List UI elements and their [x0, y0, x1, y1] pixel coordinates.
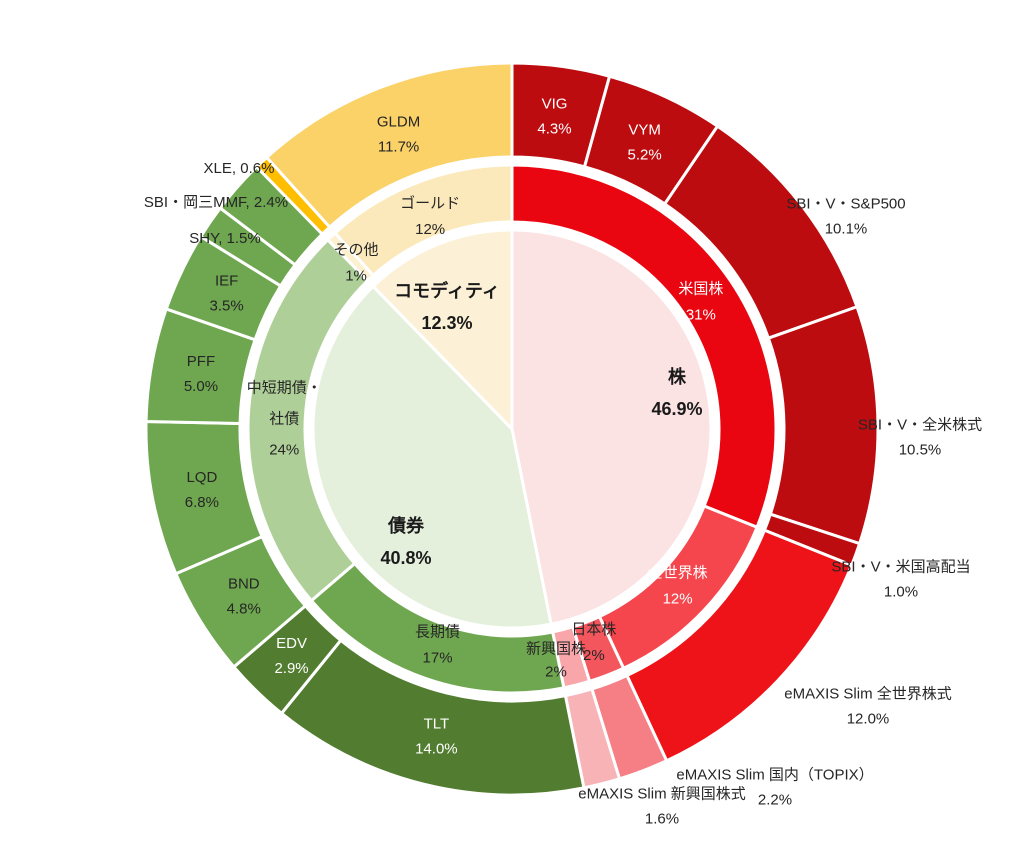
- svg-text:ゴールド: ゴールド: [400, 194, 460, 212]
- label-xle: XLE, 0.6%: [204, 160, 275, 177]
- label-us_stock: 米国株 31%: [678, 280, 723, 323]
- label-pff: PFF 5.0%: [184, 353, 218, 395]
- svg-text:10.5%: 10.5%: [899, 442, 942, 459]
- svg-text:31%: 31%: [686, 306, 716, 323]
- svg-text:全世界株: 全世界株: [648, 564, 708, 582]
- label-ief: IEF 3.5%: [210, 273, 244, 315]
- svg-text:VIG: VIG: [542, 95, 568, 112]
- label-em_topix: eMAXIS Slim 国内（TOPIX） 2.2%: [676, 767, 873, 809]
- svg-text:4.3%: 4.3%: [537, 120, 571, 137]
- label-saiken: 債券 40.8%: [380, 515, 431, 568]
- svg-text:12%: 12%: [663, 591, 693, 608]
- svg-text:14.0%: 14.0%: [415, 740, 458, 757]
- label-mmf: SBI・岡三MMF, 2.4%: [144, 194, 288, 211]
- label-long_bond: 長期債 17%: [415, 623, 460, 666]
- svg-text:eMAXIS Slim 全世界株式: eMAXIS Slim 全世界株式: [784, 685, 952, 703]
- wedge-gldm: [264, 61, 514, 230]
- svg-text:10.1%: 10.1%: [825, 221, 868, 238]
- svg-text:4.8%: 4.8%: [227, 601, 261, 618]
- svg-text:社債: 社債: [269, 411, 299, 428]
- svg-text:2.9%: 2.9%: [274, 660, 308, 677]
- svg-text:1.0%: 1.0%: [884, 584, 918, 601]
- label-kohaito: SBI・V・米国高配当 1.0%: [831, 559, 970, 601]
- label-world_stock: 全世界株 12%: [648, 564, 708, 608]
- svg-text:11.7%: 11.7%: [378, 139, 419, 156]
- label-sp500: SBI・V・S&P500 10.1%: [786, 196, 905, 238]
- svg-text:BND: BND: [228, 576, 260, 593]
- label-zenbei: SBI・V・全米株式 10.5%: [858, 416, 982, 459]
- label-lqd: LQD 6.8%: [185, 469, 219, 511]
- label-vig: VIG 4.3%: [537, 95, 571, 137]
- svg-text:新興国株: 新興国株: [526, 641, 586, 658]
- svg-text:eMAXIS Slim 新興国株式: eMAXIS Slim 新興国株式: [578, 786, 746, 803]
- svg-text:12.3%: 12.3%: [421, 313, 472, 333]
- svg-text:24%: 24%: [269, 442, 299, 459]
- label-em_all: eMAXIS Slim 全世界株式 12.0%: [784, 685, 952, 728]
- label-jp_stock: 日本株 2%: [571, 621, 616, 664]
- label-edv: EDV 2.9%: [274, 635, 308, 677]
- svg-text:LQD: LQD: [186, 469, 217, 486]
- svg-text:5.2%: 5.2%: [628, 147, 662, 164]
- wedge-gold: [332, 163, 514, 278]
- svg-text:SBI・V・米国高配当: SBI・V・米国高配当: [831, 559, 970, 576]
- svg-text:VYM: VYM: [628, 122, 661, 139]
- svg-text:SBI・V・S&P500: SBI・V・S&P500: [786, 196, 905, 213]
- svg-text:GLDM: GLDM: [377, 114, 420, 131]
- wedge-us_stock: [510, 163, 778, 530]
- wedge-kabu: [510, 228, 713, 626]
- svg-text:債券: 債券: [387, 515, 425, 536]
- svg-text:46.9%: 46.9%: [651, 399, 702, 419]
- svg-text:3.5%: 3.5%: [210, 298, 244, 315]
- label-bnd: BND 4.8%: [227, 576, 261, 618]
- svg-text:TLT: TLT: [424, 715, 450, 732]
- svg-text:1.6%: 1.6%: [645, 811, 679, 828]
- svg-text:EDV: EDV: [276, 635, 307, 652]
- label-gold: ゴールド 12%: [400, 194, 460, 238]
- svg-text:SHY, 1.5%: SHY, 1.5%: [189, 230, 260, 247]
- svg-text:中短期債・: 中短期債・: [247, 380, 322, 397]
- svg-text:PFF: PFF: [187, 353, 215, 370]
- svg-text:2%: 2%: [545, 664, 567, 681]
- wedge-commodity: [371, 228, 514, 433]
- label-other: その他 1%: [334, 242, 379, 285]
- svg-text:長期債: 長期債: [415, 623, 460, 640]
- svg-text:12%: 12%: [415, 221, 445, 238]
- svg-text:XLE, 0.6%: XLE, 0.6%: [204, 160, 275, 177]
- svg-text:17%: 17%: [423, 649, 453, 666]
- svg-text:1%: 1%: [345, 268, 367, 285]
- label-em_emg: eMAXIS Slim 新興国株式 1.6%: [578, 786, 746, 828]
- svg-text:IEF: IEF: [215, 273, 238, 290]
- svg-text:12.0%: 12.0%: [847, 711, 890, 728]
- svg-text:eMAXIS Slim 国内（TOPIX）: eMAXIS Slim 国内（TOPIX）: [676, 767, 873, 784]
- svg-text:6.8%: 6.8%: [185, 494, 219, 511]
- label-vym: VYM 5.2%: [628, 122, 662, 164]
- svg-text:2%: 2%: [583, 647, 605, 664]
- svg-text:SBI・岡三MMF, 2.4%: SBI・岡三MMF, 2.4%: [144, 194, 288, 211]
- label-mid_bond: 中短期債・社債 24%: [247, 380, 322, 459]
- svg-text:2.2%: 2.2%: [758, 792, 792, 809]
- svg-text:株: 株: [668, 366, 687, 387]
- label-tlt: TLT 14.0%: [415, 715, 458, 757]
- label-em_stock: 新興国株 2%: [526, 641, 586, 681]
- svg-text:日本株: 日本株: [571, 621, 616, 638]
- label-gldm: GLDM 11.7%: [377, 114, 420, 156]
- svg-text:米国株: 米国株: [678, 280, 723, 297]
- svg-text:5.0%: 5.0%: [184, 378, 218, 395]
- wedge-saiken: [311, 284, 553, 630]
- label-commodity: コモディティ 12.3%: [394, 280, 500, 333]
- svg-text:コモディティ: コモディティ: [394, 280, 500, 301]
- svg-text:その他: その他: [334, 242, 379, 259]
- label-kabu: 株 46.9%: [651, 366, 702, 419]
- svg-text:SBI・V・全米株式: SBI・V・全米株式: [858, 416, 982, 434]
- svg-text:40.8%: 40.8%: [380, 548, 431, 568]
- label-shy: SHY, 1.5%: [189, 230, 260, 247]
